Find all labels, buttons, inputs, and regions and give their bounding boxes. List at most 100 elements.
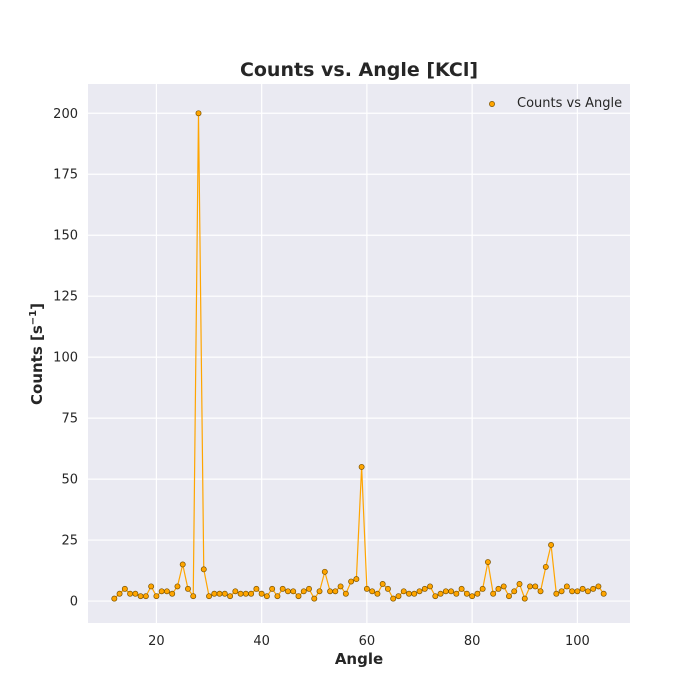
data-point [200, 566, 207, 573]
y-axis-label-main: Counts [s [28, 325, 46, 405]
data-point [348, 578, 355, 585]
series-markers [111, 110, 607, 602]
data-point [190, 593, 197, 600]
data-point [163, 588, 170, 595]
data-point [600, 590, 607, 597]
data-point [263, 593, 270, 600]
data-point [584, 588, 591, 595]
data-point [327, 588, 334, 595]
data-point [142, 593, 149, 600]
data-point [469, 593, 476, 600]
legend-label: Counts vs Angle [517, 96, 622, 111]
data-point [563, 583, 570, 590]
y-tick-label: 75 [61, 412, 78, 427]
data-point [127, 590, 134, 597]
data-point [279, 585, 286, 592]
data-point [148, 583, 155, 590]
data-point [179, 561, 186, 568]
data-point [221, 590, 228, 597]
y-axis-label-close: ] [28, 303, 46, 310]
data-point [590, 585, 597, 592]
data-point [316, 588, 323, 595]
y-tick-label: 150 [53, 229, 78, 244]
y-tick-label: 0 [70, 595, 78, 610]
data-point [227, 593, 234, 600]
data-point [185, 585, 191, 592]
data-point [242, 590, 249, 597]
data-point [285, 588, 291, 595]
y-tick-label: 200 [53, 107, 78, 122]
data-point [574, 588, 581, 595]
data-point [453, 590, 460, 597]
legend-marker [489, 101, 495, 107]
data-point [384, 585, 391, 592]
data-point [169, 590, 176, 597]
x-tick-label: 80 [464, 634, 481, 649]
data-point [379, 581, 386, 587]
data-point [358, 463, 365, 470]
data-point [295, 593, 302, 600]
data-point [216, 590, 223, 597]
data-point [258, 590, 265, 597]
y-tick-label: 25 [61, 534, 78, 549]
data-point [274, 593, 281, 600]
tick-labels: 20 40 60 80 100 0 25 50 75 100 125 150 175 200 [53, 107, 590, 649]
data-point [211, 590, 218, 597]
data-point [495, 585, 502, 592]
series-line [113, 113, 605, 601]
data-point [553, 590, 560, 597]
data-point [353, 576, 360, 583]
data-point [321, 568, 328, 575]
data-point [569, 588, 576, 595]
legend: Counts vs Angle [489, 96, 622, 111]
data-point [153, 593, 160, 600]
data-point [337, 583, 344, 590]
data-point [369, 588, 376, 595]
data-point [516, 581, 523, 587]
data-point [521, 595, 528, 602]
data-point [390, 595, 397, 602]
data-point [437, 590, 444, 597]
y-tick-label: 50 [61, 473, 78, 488]
x-tick-label: 20 [148, 634, 165, 649]
data-point [400, 588, 407, 595]
data-point [448, 588, 455, 595]
data-point [595, 583, 602, 590]
data-point [458, 585, 465, 592]
data-point [253, 585, 260, 592]
data-point [248, 590, 255, 597]
chart-title: Counts vs. Angle [KCl] [240, 59, 478, 81]
data-point [132, 590, 139, 597]
x-tick-label: 60 [359, 634, 376, 649]
data-point [421, 585, 428, 592]
data-point [527, 583, 533, 590]
data-point [490, 590, 497, 597]
data-point [474, 590, 481, 597]
data-point [269, 585, 276, 592]
data-point [532, 583, 539, 590]
y-tick-label: 125 [53, 290, 78, 305]
y-tick-label: 100 [53, 351, 78, 366]
data-point [174, 583, 181, 590]
data-point [537, 588, 544, 595]
data-point [395, 593, 402, 600]
grid-lines [88, 84, 630, 623]
y-axis-label-superscript: −1 [28, 310, 39, 325]
data-point [206, 593, 212, 600]
data-point [137, 593, 144, 600]
data-point [121, 585, 128, 592]
data-point [300, 588, 307, 595]
data-point [442, 588, 449, 595]
data-point [484, 559, 491, 565]
data-point [195, 110, 202, 117]
data-point [479, 585, 486, 592]
data-point [311, 595, 318, 602]
data-point [500, 583, 507, 590]
data-point [332, 588, 339, 595]
data-point [237, 590, 244, 597]
data-point [506, 593, 512, 600]
data-point [427, 583, 433, 590]
data-point [363, 585, 370, 592]
